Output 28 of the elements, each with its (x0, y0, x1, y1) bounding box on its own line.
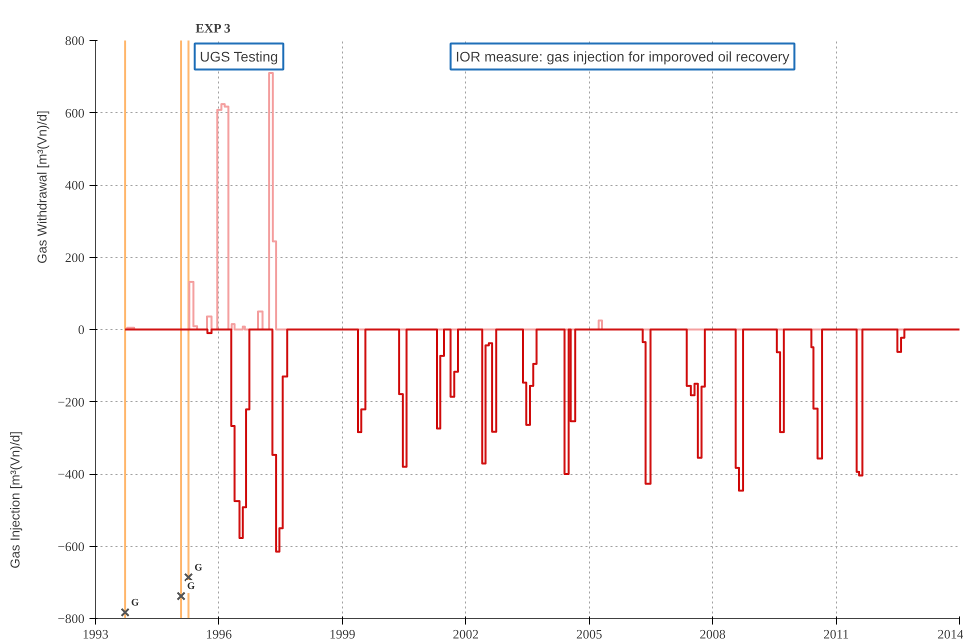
y-tick-label: 600 (65, 105, 84, 120)
y-axis-title: Gas Withdrawal [m³(Vn)/d] (34, 110, 50, 264)
point (176, 592, 186, 601)
y-tick-label: 200 (65, 250, 84, 265)
point (120, 608, 130, 617)
x-tick-label: 2014 (938, 626, 963, 642)
x-tick-label: 2005 (576, 626, 602, 642)
y-tick-label: 0 (78, 322, 84, 337)
annotation: IOR measure: gas injection for imporoved oil recovery (456, 48, 790, 64)
x-tick-label: 1996 (206, 626, 232, 642)
y-tick-label: −800 (58, 611, 85, 626)
y-tick-label: −400 (58, 466, 85, 482)
y-tick-label: 400 (65, 178, 84, 192)
y-tick-label: −600 (58, 538, 85, 554)
y-tick-label: −200 (58, 394, 85, 410)
x-tick-label: 2002 (452, 626, 479, 642)
data-label: G (131, 597, 140, 608)
data-label: G (194, 562, 202, 574)
x-tick-label: 2011 (823, 626, 849, 642)
x-tick-label: 1993 (82, 626, 108, 642)
chart-title: EXP 3 (196, 20, 232, 36)
y-tick-label: 800 (65, 33, 84, 48)
point (184, 572, 194, 582)
x-tick-label: 1999 (329, 626, 356, 642)
annotation: UGS Testing (200, 48, 278, 64)
text: Gas Injection [m³(Vn)/d] (8, 431, 22, 568)
x-tick-label: 2008 (700, 626, 726, 642)
data-label: G (187, 581, 196, 592)
